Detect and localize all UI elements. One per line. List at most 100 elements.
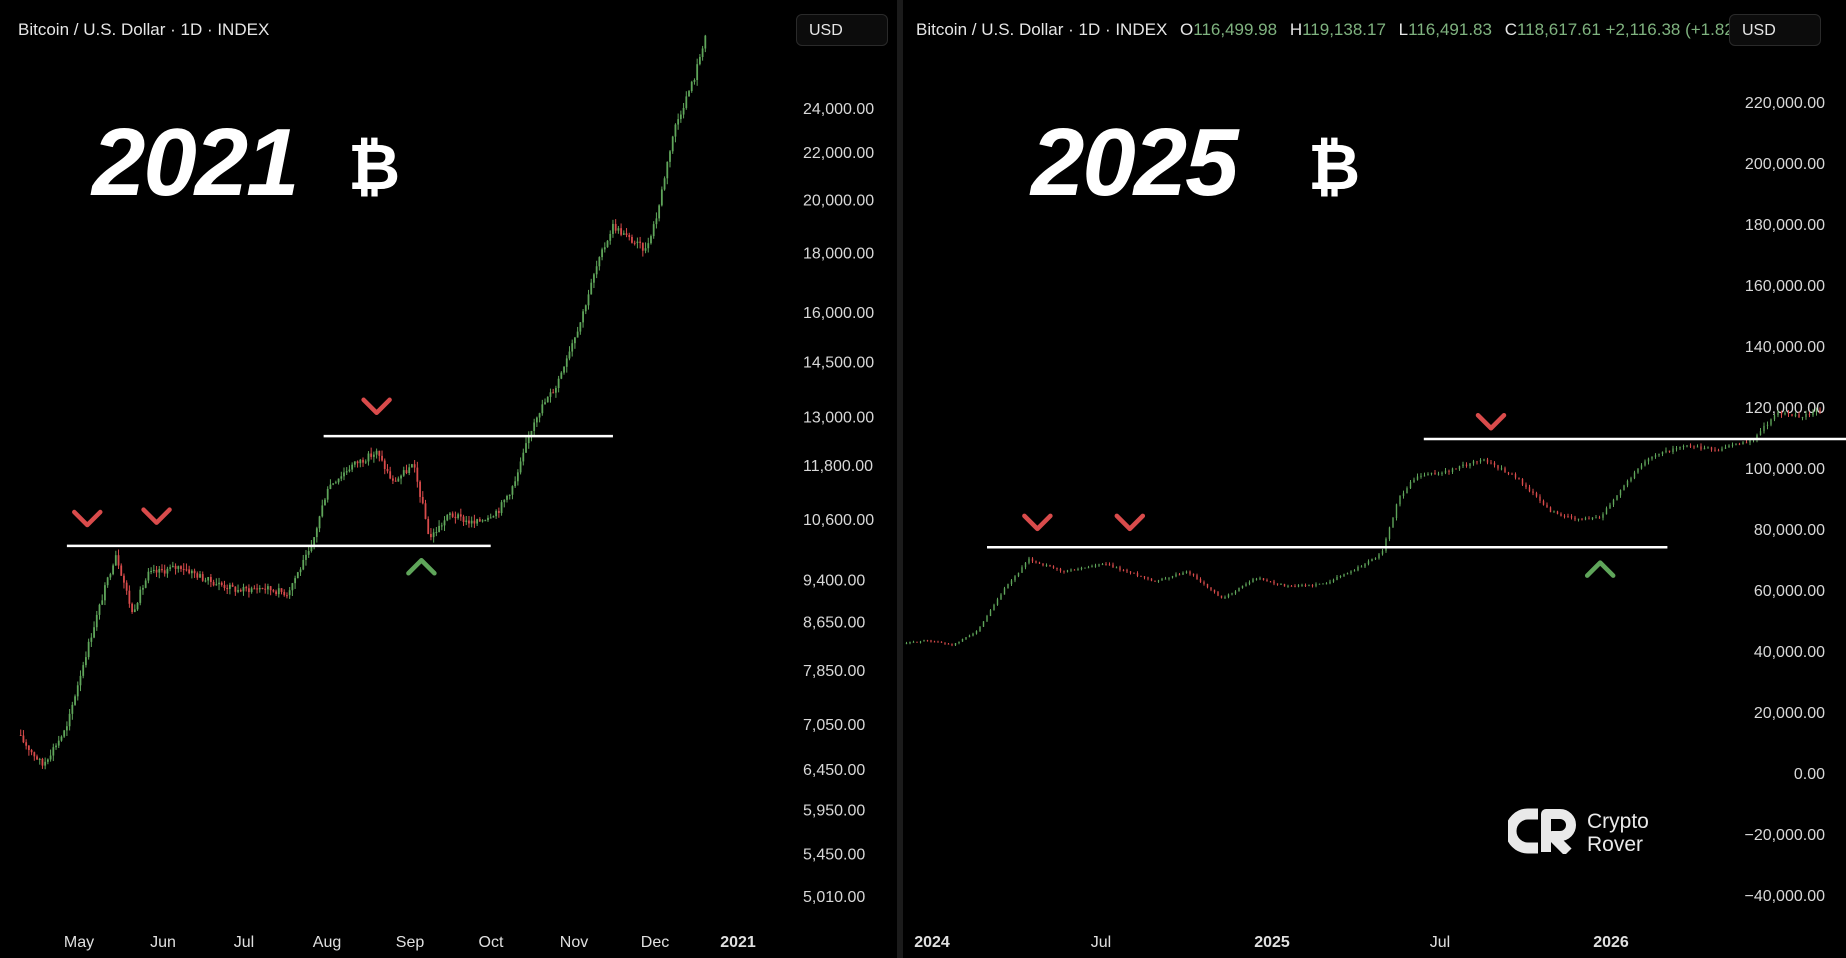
candle-body [522,452,525,462]
y-tick-label: 60,000.00 [1754,583,1825,600]
candle-body [201,574,204,581]
y-tick-label: 100,000.00 [1745,461,1825,478]
candle-body [655,218,658,225]
candle-body [1332,579,1335,582]
candle-body [305,554,307,560]
candle-body [465,520,468,522]
candle-body [345,471,348,473]
y-tick-label: 200,000.00 [1745,156,1825,173]
candle-body [641,242,644,251]
candle-body [258,588,261,590]
candle-body [329,484,332,489]
y-tick-label: 40,000.00 [1754,644,1825,661]
candle-body [533,422,536,431]
price-chart-2025[interactable]: −40,000.00 −20,000.00 0.00 20,000.00 40,000.… [903,0,1846,958]
candle-body [972,633,974,636]
candle-body [1504,468,1506,473]
candle-body [457,514,459,519]
candle-body [1609,504,1611,509]
candle-body [639,241,642,243]
candle-body [1262,578,1265,581]
candle-body [593,274,595,283]
candle-body [1668,450,1671,453]
candle-body [44,761,47,766]
candle-body [986,615,988,622]
candle-body [310,545,313,552]
candle-body [666,161,669,179]
candle-body [1465,464,1468,467]
price-chart-2021[interactable]: 5,010.00 5,450.00 5,950.00 6,450.00 7,050.00… [0,0,897,958]
candle-body [470,520,473,524]
candle-body [451,513,454,517]
symbol-label: Bitcoin / U.S. Dollar · 1D · INDEX [916,20,1168,39]
logo-wordmark: Crypto Rover [1587,810,1649,856]
candle-body [958,641,960,644]
open-value: 116,499.98 [1193,20,1278,39]
candle-body [1556,511,1559,514]
candle-body [392,478,394,481]
candle-body [603,247,606,250]
candle-body [909,641,911,644]
candle-body [193,570,196,574]
candle-body [1007,584,1009,589]
candle-body [449,513,451,516]
candle-body [1287,585,1289,587]
candle-body [438,525,440,532]
candle-body [1623,485,1625,490]
y-tick-label: 5,450.00 [803,847,865,864]
candle-body [1420,475,1422,477]
y-tick-label: 120,000.00 [1745,400,1825,417]
candle-body [1108,564,1111,566]
candle-body [1224,597,1226,599]
candle-body [411,464,413,468]
candle-body [182,568,185,570]
candle-body [965,637,967,639]
symbol-header-with-ohlc: Bitcoin / U.S. Dollar · 1D · INDEX O116,… [916,20,1769,40]
y-tick-label: 8,650.00 [803,614,865,631]
candle-body [144,580,147,588]
candle-body [1766,424,1769,426]
candle-body [1721,448,1723,451]
candle-body [555,388,557,393]
high-label: H [1289,20,1303,39]
candle-body [239,590,242,592]
candle-body [579,322,582,332]
candle-body [1532,491,1534,493]
symbol-header: Bitcoin / U.S. Dollar · 1D · INDEX [18,20,270,39]
bottom-chevron-icon [1584,560,1616,578]
chart-panel-2025[interactable]: −40,000.00 −20,000.00 0.00 20,000.00 40,000.… [903,0,1846,958]
currency-button[interactable]: USD [1729,14,1821,46]
candle-body [644,248,647,251]
currency-button[interactable]: USD [796,14,888,46]
candle-body [1070,569,1072,571]
candle-body [19,734,22,736]
candle-body [1693,446,1695,448]
candle-body [207,577,210,581]
candle-body [487,517,489,521]
candle-body [55,745,57,748]
candle-body [33,752,36,757]
candle-body [1122,569,1125,571]
year-title: 2025 [1031,109,1239,216]
candle-body [427,518,430,534]
candle-body [1539,496,1541,501]
y-tick-label: 18,000.00 [803,246,874,263]
top-chevron-icon [1022,513,1053,532]
candle-body [307,551,310,555]
candle-body [1063,570,1065,572]
candle-body [975,630,978,634]
y-tick-label: 22,000.00 [803,145,874,162]
y-tick-label: 6,450.00 [803,762,865,779]
candle-body [378,450,381,456]
candle-body [454,516,457,519]
candle-body [679,114,682,120]
candle-body [1129,571,1132,573]
candle-body [1021,567,1023,573]
chart-panel-2021[interactable]: 5,010.00 5,450.00 5,950.00 6,450.00 7,050.00… [0,0,897,958]
candle-body [1717,450,1720,452]
candle-body [1535,492,1538,497]
candle-body [923,640,925,642]
panel-divider[interactable] [897,0,903,958]
x-tick-label: Nov [560,934,588,951]
candle-body [397,478,400,482]
